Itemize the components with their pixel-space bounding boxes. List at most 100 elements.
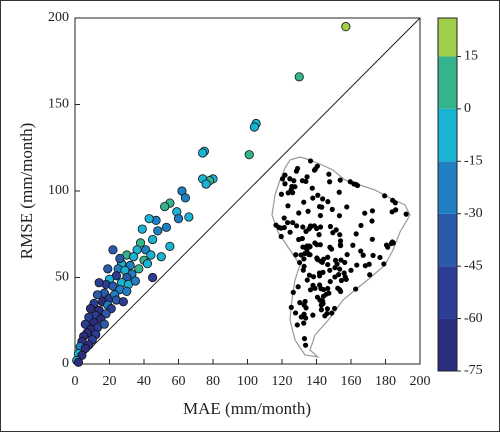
station-dot — [337, 243, 344, 249]
station-dot — [296, 210, 302, 216]
station-dot — [382, 193, 388, 199]
scatter-point — [156, 252, 166, 262]
station-dot — [325, 261, 331, 268]
station-dot — [325, 254, 331, 260]
scatter-point — [144, 214, 154, 224]
station-dot — [290, 219, 296, 226]
station-dot — [301, 320, 307, 326]
station-dot — [362, 263, 368, 269]
station-dot — [320, 196, 326, 202]
station-dot — [320, 286, 327, 293]
y-axis-label: RMSE (mm/month) — [17, 123, 36, 259]
station-dot — [320, 301, 326, 307]
station-dot — [281, 224, 287, 231]
station-dot — [358, 222, 364, 229]
station-dot — [302, 298, 308, 305]
x-tick-label: 200 — [410, 374, 431, 389]
scatter-point — [108, 245, 118, 255]
station-dot — [327, 244, 333, 250]
station-dot — [354, 262, 360, 268]
scatter-point — [73, 357, 84, 367]
station-dot — [337, 232, 343, 238]
station-dot — [344, 251, 350, 258]
scatter-point — [148, 234, 158, 245]
station-dot — [336, 271, 342, 278]
scatter-point — [184, 212, 194, 222]
station-dot — [292, 184, 298, 190]
station-dot — [294, 322, 300, 328]
station-dot — [304, 174, 310, 180]
station-dot — [317, 273, 323, 279]
station-dot — [301, 256, 307, 262]
station-dot — [342, 259, 348, 266]
scatter-point — [146, 250, 156, 260]
station-dot — [316, 282, 323, 288]
station-dot — [369, 236, 375, 242]
station-dot — [317, 242, 323, 248]
y-tick-label: 150 — [48, 97, 69, 112]
scatter-point — [294, 72, 304, 82]
scatter-point — [103, 264, 113, 274]
x-tick-label: 40 — [137, 374, 151, 389]
station-dot — [297, 300, 303, 306]
station-dot — [293, 252, 299, 258]
station-dot — [302, 342, 309, 348]
station-dot — [301, 335, 308, 342]
station-dot — [350, 242, 356, 248]
station-dot — [278, 191, 285, 197]
x-tick-label: 80 — [206, 374, 220, 389]
x-tick-label: 140 — [306, 374, 327, 389]
colorbar-band — [438, 318, 457, 371]
station-dot — [292, 310, 299, 316]
station-dot — [303, 305, 309, 311]
station-dot — [337, 266, 343, 272]
station-dot — [312, 285, 318, 291]
station-dot — [327, 267, 333, 273]
station-dot — [325, 199, 331, 205]
station-dot — [310, 312, 316, 318]
station-dot — [329, 206, 335, 212]
station-dot — [279, 176, 286, 182]
colorbar-band — [438, 266, 457, 319]
station-dot — [327, 223, 334, 230]
scatter-point — [249, 122, 259, 132]
colorbar-frame — [437, 17, 458, 372]
one-to-one-line — [74, 17, 421, 365]
scatter-point — [134, 264, 144, 274]
colorbar-band — [438, 56, 457, 109]
station-dot — [306, 243, 313, 249]
station-dot — [336, 189, 342, 195]
station-dot — [390, 197, 396, 203]
station-dot — [284, 220, 291, 226]
station-dot — [288, 187, 294, 193]
station-dot — [369, 208, 376, 214]
colorbar-tick-label: -15 — [464, 154, 483, 169]
station-dot — [336, 213, 343, 219]
station-dot — [334, 261, 340, 267]
station-dot — [304, 277, 310, 283]
colorbar-band — [438, 108, 457, 162]
station-dot — [281, 215, 287, 221]
station-dot — [369, 218, 375, 224]
station-dot — [307, 287, 314, 293]
station-dot — [325, 285, 331, 292]
scatter-point — [137, 224, 147, 234]
station-dot — [317, 212, 324, 219]
x-tick-label: 120 — [272, 374, 293, 389]
station-dot — [324, 310, 330, 317]
station-dot — [305, 208, 311, 214]
colorbar-band — [438, 161, 457, 214]
scatter-point — [142, 259, 153, 269]
station-dot — [307, 224, 313, 231]
station-dot — [332, 274, 338, 280]
station-dot — [294, 223, 300, 229]
scatter-point — [201, 179, 211, 189]
station-dot — [353, 231, 359, 237]
station-dot — [310, 195, 316, 201]
scatter-point — [180, 193, 190, 203]
x-tick-label: 100 — [237, 374, 258, 389]
station-dot — [300, 267, 306, 273]
y-tick-label: 100 — [48, 183, 69, 198]
station-dot — [300, 224, 306, 230]
